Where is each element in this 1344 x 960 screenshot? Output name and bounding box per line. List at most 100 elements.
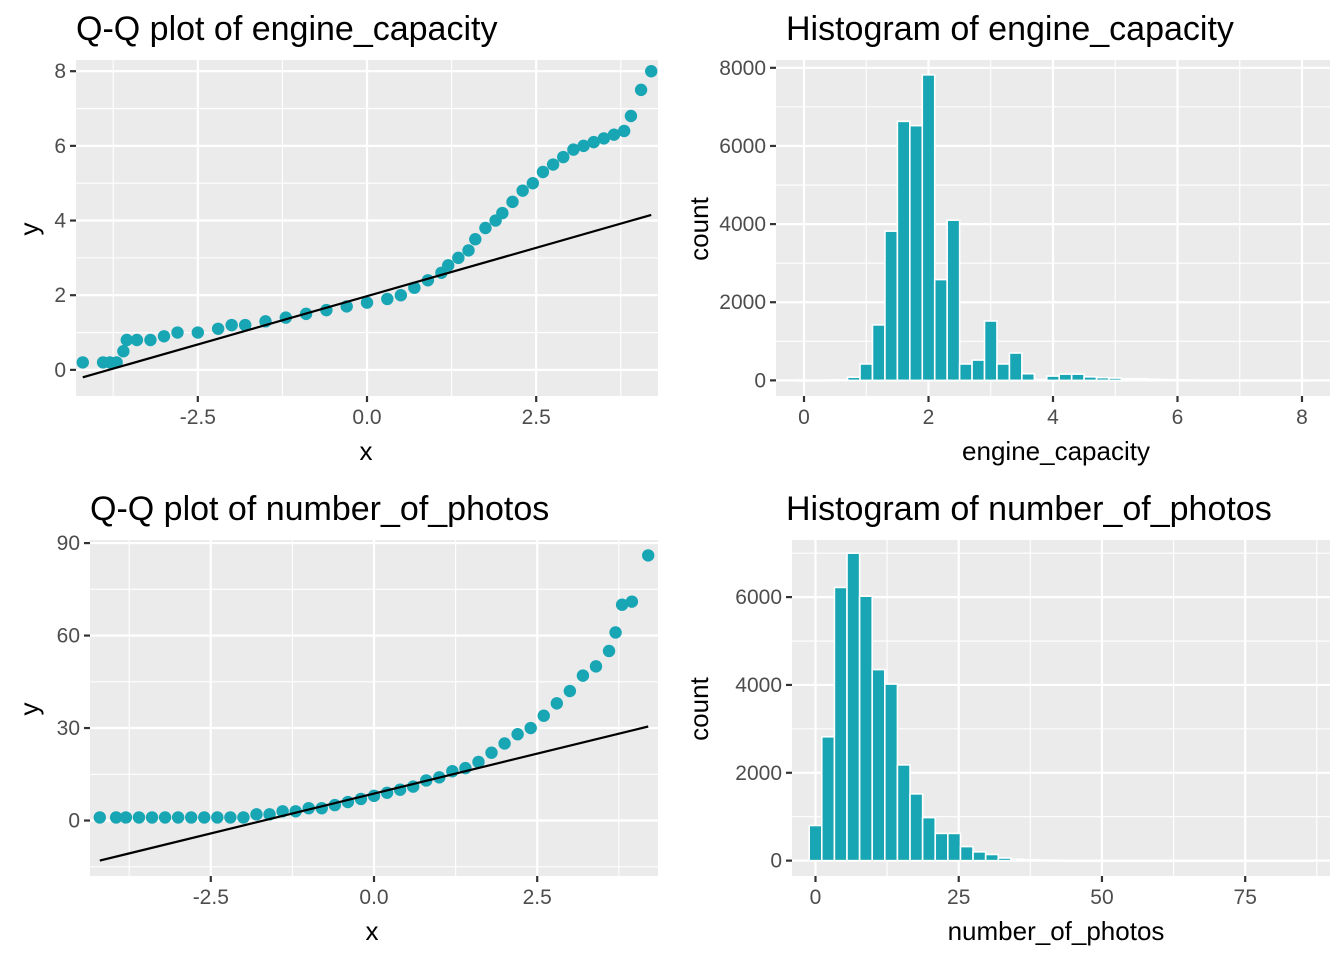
qq-point: [250, 808, 263, 821]
histogram-bar: [958, 363, 973, 382]
histogram-bar: [884, 230, 899, 382]
histogram-bar: [1010, 858, 1025, 862]
histogram-bar: [1161, 859, 1176, 863]
qq-point: [110, 356, 123, 369]
y-tick-label: 8: [54, 60, 66, 83]
histogram-bar: [871, 668, 886, 862]
x-axis-label: x: [360, 436, 373, 466]
qq-point: [567, 143, 580, 156]
qq-point: [184, 811, 198, 824]
histogram-bar: [1274, 859, 1289, 863]
qq-point: [211, 811, 224, 824]
qq-point: [158, 811, 172, 824]
histogram-bar: [983, 320, 998, 382]
qq-point: [511, 728, 524, 741]
histogram-bar: [921, 816, 937, 862]
histogram-engine-capacity: Histogram of engine_capacity count engin…: [684, 10, 1330, 466]
qq-point: [238, 318, 252, 332]
qq-point: [225, 318, 238, 332]
qq-point: [237, 811, 250, 824]
chart-title: Q-Q plot of engine_capacity: [76, 10, 497, 48]
histogram-bar: [1047, 859, 1063, 862]
qq-point: [224, 811, 237, 824]
x-tick-label: 75: [1234, 886, 1257, 909]
chart-title: Histogram of engine_capacity: [786, 10, 1234, 48]
histogram-bar: [1073, 859, 1088, 863]
histogram-bar: [846, 552, 861, 862]
qq-point: [615, 598, 629, 611]
y-tick-label: 4: [54, 210, 66, 233]
qq-point: [607, 128, 621, 141]
histogram-bar: [1170, 378, 1185, 382]
histogram-bar: [1136, 859, 1151, 863]
qq-point: [634, 83, 648, 97]
qq-point: [442, 259, 455, 272]
y-axis-label: count: [684, 196, 714, 260]
histogram-bar: [1287, 859, 1302, 863]
histogram-bar: [1145, 378, 1160, 382]
qq-plot-number-of-photos: Q-Q plot of number_of_photos y x -2.5 0.0…: [14, 490, 658, 946]
qq-point: [557, 150, 570, 164]
histogram-bar: [934, 832, 949, 862]
histogram-bar: [1035, 859, 1050, 862]
qq-point: [408, 281, 421, 294]
gridlines: [76, 60, 658, 396]
y-tick-label: 6: [54, 135, 66, 158]
histogram-bar: [909, 793, 924, 862]
histogram-bar: [1232, 379, 1247, 382]
qq-point: [602, 644, 616, 658]
histogram-bar: [909, 124, 924, 382]
histogram-bar: [1282, 379, 1297, 382]
y-axis-label: y: [14, 703, 44, 716]
gridlines: [90, 540, 658, 876]
histogram-bar: [971, 359, 986, 382]
y-axis-label: count: [684, 676, 714, 740]
x-tick-label: 25: [947, 886, 970, 909]
x-tick-label: 0.0: [352, 406, 381, 429]
histogram-bar: [984, 853, 1000, 862]
reference-line: [82, 213, 652, 379]
histogram-bar: [1108, 377, 1123, 382]
qq-point: [536, 165, 550, 179]
x-axis-label: number_of_photos: [948, 916, 1165, 946]
qq-point: [537, 709, 550, 722]
histogram-bar: [1158, 378, 1173, 382]
qq-point: [109, 811, 123, 824]
histogram-bar: [1022, 858, 1037, 862]
y-tick-label: 6000: [735, 586, 782, 609]
qq-point: [479, 221, 492, 235]
qq-point: [589, 660, 603, 673]
qq-point: [546, 158, 560, 171]
histogram-number-of-photos: Histogram of number_of_photos count numb…: [684, 490, 1330, 946]
qq-point: [526, 177, 540, 190]
histogram-bar: [1098, 859, 1113, 863]
histogram-bar: [1060, 859, 1075, 863]
histogram-bar: [1195, 379, 1210, 382]
histogram-bar: [1249, 859, 1264, 863]
histogram-bar: [1120, 378, 1135, 382]
y-tick-label: 2000: [735, 762, 782, 785]
histogram-bar: [1110, 859, 1126, 863]
histogram-bar: [834, 378, 849, 382]
histogram-bar: [871, 324, 886, 382]
qq-point: [157, 330, 171, 343]
qq-point: [597, 132, 611, 145]
histogram-bar: [884, 683, 899, 862]
qq-point: [117, 345, 130, 358]
qq-point: [472, 755, 485, 769]
histogram-bar: [859, 363, 874, 382]
qq-point: [609, 626, 622, 639]
x-tick-label: 6: [1172, 406, 1184, 429]
histogram-bar: [1207, 379, 1222, 382]
histogram-bar: [1173, 859, 1189, 863]
chart-title: Q-Q plot of number_of_photos: [90, 490, 549, 528]
histogram-bar: [947, 832, 962, 862]
qq-point: [469, 233, 482, 246]
x-tick-label: 0: [810, 886, 822, 909]
qq-point: [577, 139, 590, 153]
histogram-bar: [959, 845, 974, 862]
x-tick-label: 2: [923, 406, 935, 429]
histogram-bar: [1224, 859, 1239, 863]
histogram-bar: [1294, 379, 1310, 382]
qq-point: [120, 333, 133, 347]
